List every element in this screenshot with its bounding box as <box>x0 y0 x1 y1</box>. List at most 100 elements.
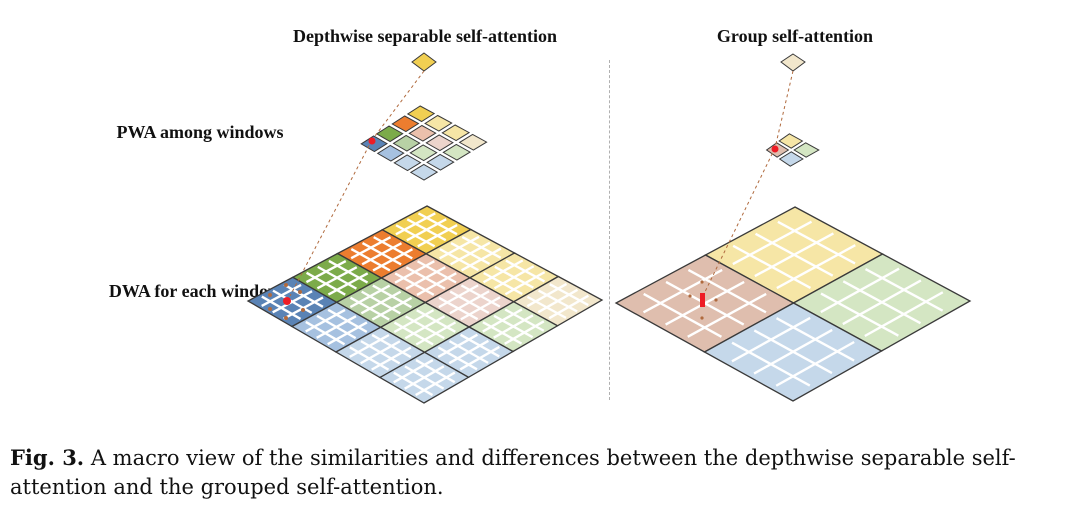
patch-gridline <box>371 296 413 321</box>
patch-gridline <box>864 291 944 338</box>
dwa-label: DWA for each window <box>108 281 282 301</box>
dwa-query-marker <box>283 297 291 305</box>
dwa-key-dot <box>298 290 302 294</box>
window-token <box>409 163 439 181</box>
patch-gridline <box>643 292 723 338</box>
patch-gridline <box>731 341 811 387</box>
dwa-key-dot <box>284 283 288 287</box>
window-token <box>391 115 420 133</box>
patch-gridline <box>548 294 589 320</box>
patch-gridline <box>371 346 412 371</box>
patch-gridline <box>438 296 479 321</box>
patch-gridline <box>538 289 578 313</box>
patch-gridline <box>687 292 767 338</box>
patch-gridline <box>394 272 435 296</box>
output-token <box>411 52 437 72</box>
patch-gridline <box>493 314 534 339</box>
group-output-token <box>780 53 806 72</box>
pwa-connector <box>371 70 425 141</box>
patch-gridline <box>483 271 523 296</box>
patch-gridline <box>405 266 446 290</box>
patch-gridline <box>437 346 478 371</box>
window-token <box>392 134 421 152</box>
patch-gridline <box>417 224 458 248</box>
window-token <box>376 144 405 162</box>
window-token <box>441 124 471 142</box>
group-query-marker <box>771 145 779 153</box>
patch-gridline <box>448 340 489 364</box>
patch-gridline <box>361 290 401 315</box>
pwa-query-marker <box>368 137 376 145</box>
patch-gridline <box>272 289 313 314</box>
dwa-connector <box>289 139 373 297</box>
patch-gridline <box>449 290 490 314</box>
window-token <box>793 142 820 158</box>
patch-gridline <box>327 272 369 296</box>
patch-gridline <box>350 247 391 272</box>
panel-title-depthwise: Depthwise separable self-attention <box>293 26 557 46</box>
window-tile <box>334 326 426 379</box>
pwa-window-tokens <box>360 105 488 181</box>
dwa-key-dot <box>268 293 272 297</box>
dwa-key-dot <box>268 307 272 311</box>
window-tile <box>335 277 427 329</box>
attention-diagram <box>246 52 972 404</box>
patch-gridline <box>775 340 855 387</box>
group-key-dot <box>688 294 692 298</box>
patch-gridline <box>372 248 413 272</box>
group-dwa-connector <box>701 147 776 299</box>
window-token <box>778 133 804 149</box>
patch-gridline <box>460 296 501 321</box>
dwa-key-dot <box>284 316 288 320</box>
patch-gridline <box>504 271 546 296</box>
group-connector <box>774 70 794 149</box>
window-token <box>426 153 455 171</box>
window-token <box>406 105 436 123</box>
window-token <box>375 125 404 143</box>
patch-gridline <box>450 241 491 266</box>
dwa-key-dot <box>301 308 305 312</box>
patch-gridline <box>416 272 457 296</box>
patch-gridline <box>820 292 899 337</box>
window-token <box>778 151 804 167</box>
patch-gridline <box>316 314 357 340</box>
patch-gridline <box>406 218 447 242</box>
patch-gridline <box>415 371 456 397</box>
figure-caption: Fig. 3. A macro view of the similarities… <box>10 443 1070 502</box>
panel-divider <box>609 60 610 400</box>
patch-gridline <box>317 265 357 290</box>
patch-gridline <box>842 280 922 325</box>
patch-gridline <box>526 295 567 319</box>
window-token <box>409 144 438 162</box>
patch-gridline <box>349 346 390 371</box>
patch-gridline <box>261 295 302 320</box>
patch-gridline <box>459 345 500 371</box>
window-token <box>408 124 437 142</box>
patch-gridline <box>504 320 545 345</box>
patch-gridline <box>349 296 390 321</box>
patch-gridline <box>404 365 445 390</box>
dwa-window-grid <box>246 205 604 404</box>
patch-gridline <box>360 340 401 365</box>
window-tile <box>703 302 883 402</box>
window-token <box>425 134 454 152</box>
patch-gridline <box>393 371 434 397</box>
patch-gridline <box>393 321 434 346</box>
group-key-dot <box>700 316 704 320</box>
group-window-grid <box>614 206 972 402</box>
pwa-label: PWA among windows <box>116 122 284 142</box>
panel-title-group: Group self-attention <box>716 26 874 46</box>
window-token <box>458 133 488 151</box>
patch-gridline <box>754 232 834 277</box>
patch-gridline <box>305 320 346 346</box>
patch-gridline <box>361 242 402 266</box>
patch-gridline <box>404 315 445 340</box>
group-key-dot <box>700 280 704 284</box>
group-patch-marker <box>700 293 705 307</box>
patch-gridline <box>494 265 534 289</box>
group-key-dot <box>714 298 718 302</box>
patch-gridline <box>327 321 368 346</box>
caption-figure-label: Fig. 3. <box>10 445 85 470</box>
window-tile <box>378 351 470 404</box>
window-token <box>442 143 472 161</box>
